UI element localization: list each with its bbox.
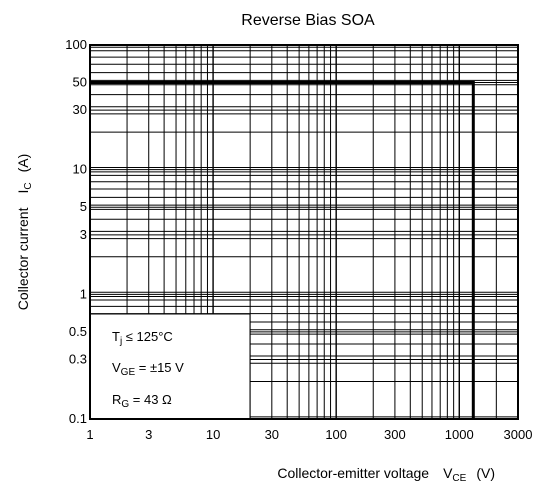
series-line-soa-boundary [90,81,475,419]
annotation-vge: VGE = ±15 V [112,360,184,378]
x-tick-label: 1000 [445,427,474,442]
x-tick-label: 30 [265,427,279,442]
y-tick-label: 10 [73,162,87,177]
x-tick-label: 100 [325,427,347,442]
y-tick-label: 0.3 [69,352,87,367]
x-tick-label: 300 [384,427,406,442]
x-axis-label: Collector-emitter voltage VCE (V) [277,465,495,484]
chart-title: Reverse Bias SOA [241,12,375,29]
y-axis-label: Collector currentIC(A) [15,154,34,311]
tick-labels: 1 3 10 30 100 300 1000 3000 0.1 0.3 0.5 1 3 5 10 30 50 10… [65,37,532,442]
plot-frame [89,44,519,420]
x-tick-label: 1 [86,427,93,442]
y-tick-label: 0.1 [69,411,87,426]
y-tick-label: 1 [80,286,87,301]
annotation-rg: RG = 43 Ω [112,392,172,410]
legend-box [89,313,251,420]
y-tick-label: 5 [80,199,87,214]
y-tick-label: 0.5 [69,324,87,339]
x-tick-label: 3000 [504,427,533,442]
y-tick-label: 50 [73,75,87,90]
annotation-tj: Tj ≤ 125°C [112,329,173,347]
y-tick-label: 30 [73,102,87,117]
x-tick-label: 10 [206,427,220,442]
y-tick-label: 100 [65,37,87,52]
y-tick-label: 3 [80,227,87,242]
x-tick-label: 3 [145,427,152,442]
